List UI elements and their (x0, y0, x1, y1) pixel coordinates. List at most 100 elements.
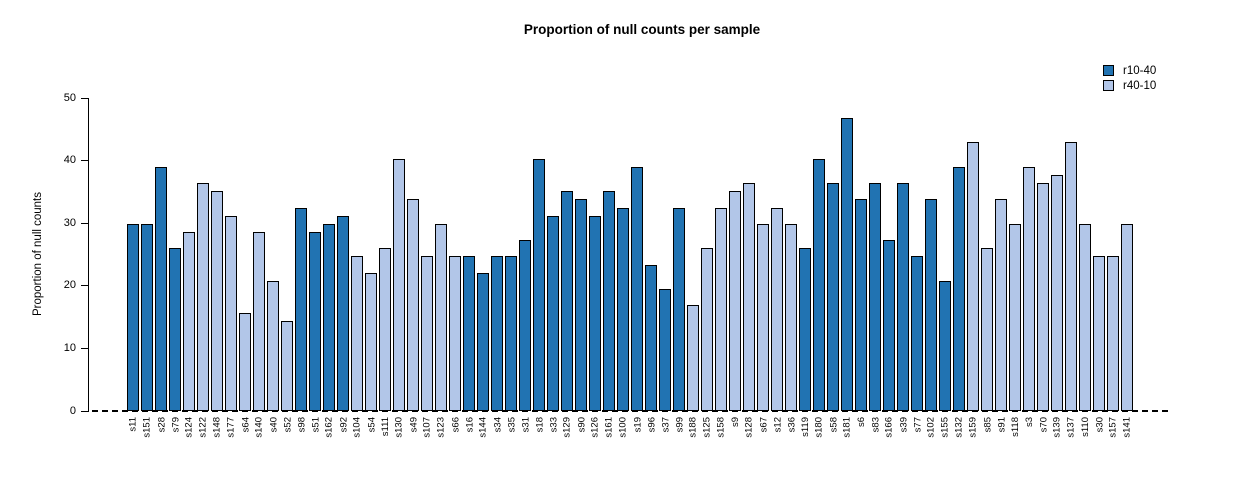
x-tick-label-s85: s85 (981, 417, 993, 433)
x-tick-label-s102: s102 (925, 417, 937, 438)
x-tick-label-s31: s31 (519, 417, 531, 433)
bar-s6 (855, 199, 868, 411)
x-tick-label-s66: s66 (449, 417, 461, 433)
bar-s180 (813, 158, 826, 411)
x-tick-label-s119: s119 (799, 417, 811, 437)
bar-s31 (519, 240, 532, 411)
bar-s141 (1121, 223, 1134, 411)
x-tick-label-s30: s30 (1093, 417, 1105, 433)
y-tick-label: 0 (69, 404, 76, 417)
x-tick-label-s40: s40 (267, 417, 279, 433)
bar-s67 (757, 223, 770, 411)
bar-s166 (883, 240, 896, 411)
bar-s130 (393, 158, 406, 411)
x-tick-label-s49: s49 (407, 417, 419, 433)
y-axis-title: Proportion of null counts (32, 191, 44, 317)
x-tick-label-s180: s180 (813, 417, 825, 438)
x-tick-label-s54: s54 (365, 417, 377, 433)
bar-s51 (309, 231, 322, 411)
bar-s125 (701, 248, 714, 411)
legend-swatch-r10-40 (1103, 65, 1114, 76)
x-tick-label-s16: s16 (463, 417, 475, 433)
bar-s129 (561, 191, 574, 411)
legend: r10-40 r40-10 (1103, 63, 1156, 93)
legend-item-r40-10: r40-10 (1103, 78, 1156, 93)
x-tick-label-s19: s19 (631, 417, 643, 433)
y-tick (81, 285, 88, 287)
bar-s162 (323, 223, 336, 411)
bar-s181 (841, 118, 854, 411)
x-tick-label-s126: s126 (589, 417, 601, 438)
bar-s37 (659, 288, 672, 411)
bar-s99 (673, 207, 686, 411)
x-tick-label-s128: s128 (743, 417, 755, 438)
chart-title: Proportion of null counts per sample (523, 22, 761, 37)
bar-s122 (197, 183, 210, 411)
bar-s137 (1065, 142, 1078, 411)
bar-s33 (547, 215, 560, 411)
y-tick-label: 20 (63, 279, 76, 292)
bar-s40 (267, 280, 280, 411)
x-tick-label-s39: s39 (897, 417, 909, 433)
x-tick-label-s6: s6 (855, 417, 867, 428)
bar-s96 (645, 264, 658, 411)
bar-s126 (589, 215, 602, 411)
x-tick-label-s83: s83 (869, 417, 881, 433)
x-tick-label-s34: s34 (491, 417, 503, 433)
x-tick-label-s12: s12 (771, 417, 783, 433)
bar-s140 (253, 231, 266, 411)
y-tick (81, 410, 88, 412)
bar-s18 (533, 158, 546, 411)
bar-s158 (715, 207, 728, 411)
bar-s83 (869, 183, 882, 411)
bar-s35 (505, 256, 518, 411)
bar-s104 (351, 256, 364, 411)
bar-s70 (1037, 183, 1050, 411)
legend-swatch-r40-10 (1103, 80, 1114, 91)
bar-s148 (211, 191, 224, 411)
bar-s128 (743, 183, 756, 411)
bar-s157 (1107, 256, 1120, 411)
bar-s39 (897, 183, 910, 411)
bar-s151 (141, 223, 154, 411)
legend-label: r10-40 (1123, 64, 1157, 77)
x-tick-label-s110: s110 (1079, 417, 1091, 437)
legend-label: r40-10 (1123, 79, 1157, 92)
x-tick-label-s96: s96 (645, 417, 657, 433)
x-tick-label-s92: s92 (337, 417, 349, 433)
bar-s144 (477, 272, 490, 411)
x-tick-label-s148: s148 (211, 417, 223, 438)
x-tick-label-s181: s181 (841, 417, 853, 438)
x-tick-label-s90: s90 (575, 417, 587, 433)
bar-s107 (421, 256, 434, 411)
x-tick-label-s100: s100 (617, 417, 629, 438)
x-tick-label-s111: s111 (379, 417, 391, 437)
bar-s9 (729, 191, 742, 411)
y-tick (81, 222, 88, 224)
x-tick-label-s33: s33 (547, 417, 559, 433)
y-tick-label: 50 (63, 91, 76, 104)
bar-s19 (631, 166, 644, 411)
bar-s91 (995, 199, 1008, 411)
bar-s28 (155, 166, 168, 411)
bar-s102 (925, 199, 938, 411)
x-tick-label-s132: s132 (953, 417, 965, 438)
x-tick-label-s161: s161 (603, 417, 615, 438)
bar-s161 (603, 191, 616, 411)
bar-s123 (435, 223, 448, 411)
x-tick-label-s155: s155 (939, 417, 951, 438)
bar-s52 (281, 321, 294, 411)
bar-s111 (379, 248, 392, 411)
y-axis-line (88, 98, 89, 412)
bar-s11 (127, 223, 140, 411)
x-tick-label-s37: s37 (659, 417, 671, 433)
bar-s92 (337, 215, 350, 411)
bar-s58 (827, 183, 840, 411)
x-tick-label-s139: s139 (1051, 417, 1063, 438)
x-tick-label-s137: s137 (1065, 417, 1077, 438)
x-tick-label-s162: s162 (323, 417, 335, 438)
bar-s177 (225, 215, 238, 411)
y-tick-label: 10 (63, 341, 76, 354)
bar-s188 (687, 305, 700, 411)
x-tick-label-s151: s151 (141, 417, 153, 438)
